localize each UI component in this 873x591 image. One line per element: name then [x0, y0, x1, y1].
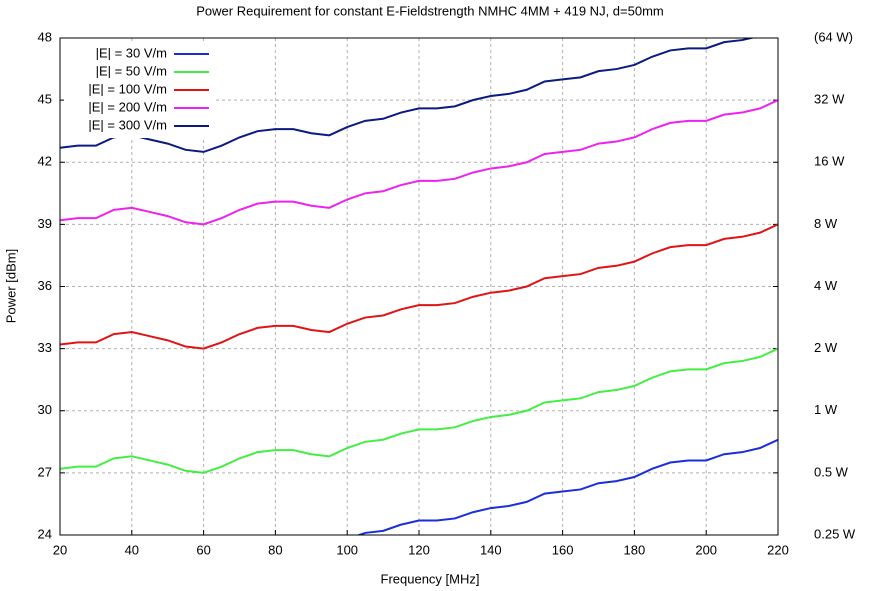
- y-tick-label: 24: [38, 526, 52, 541]
- y2-tick-label: 0.5 W: [814, 464, 849, 479]
- plot-frame: [59, 37, 779, 536]
- x-tick-label: 140: [480, 542, 502, 557]
- x-tick-label: 120: [408, 542, 430, 557]
- x-tick-label: 40: [125, 542, 139, 557]
- legend-label: |E| = 50 V/m: [96, 63, 167, 78]
- series-line: [60, 223, 778, 350]
- y-tick-label: 48: [38, 29, 52, 44]
- x-tick-label: 100: [336, 542, 358, 557]
- plot-area: [60, 38, 778, 535]
- x-tick-label: 60: [196, 542, 210, 557]
- series-line: [60, 347, 778, 474]
- y2-tick-label: 2 W: [814, 340, 838, 355]
- y2-tick-label: 8 W: [814, 216, 838, 231]
- x-tick-label: 20: [53, 542, 67, 557]
- legend-label: |E| = 100 V/m: [88, 81, 167, 96]
- series-line: [60, 38, 756, 153]
- series-line: [60, 99, 778, 226]
- x-tick-label: 180: [624, 542, 646, 557]
- legend-label: |E| = 200 V/m: [88, 99, 167, 114]
- chart-title: Power Requirement for constant E-Fieldst…: [196, 3, 663, 18]
- series-line: [356, 438, 778, 535]
- x-tick-label: 200: [695, 542, 717, 557]
- y-tick-label: 42: [38, 154, 52, 169]
- y-tick-label: 33: [38, 340, 52, 355]
- y-tick-label: 27: [38, 464, 52, 479]
- y2-tick-label: 32 W: [814, 92, 845, 107]
- y-tick-label: 39: [38, 216, 52, 231]
- legend-label: |E| = 300 V/m: [88, 117, 167, 132]
- y-axis-label: Power [dBm]: [3, 249, 18, 323]
- y-tick-label: 45: [38, 92, 52, 107]
- y-tick-label: 36: [38, 278, 52, 293]
- x-tick-label: 80: [268, 542, 282, 557]
- legend-label: |E| = 30 V/m: [96, 45, 167, 60]
- y2-tick-label: 16 W: [814, 154, 845, 169]
- x-axis-label: Frequency [MHz]: [381, 571, 480, 586]
- y2-tick-label: 4 W: [814, 278, 838, 293]
- y2-tick-label: 1 W: [814, 402, 838, 417]
- y2-tick-label: (64 W): [814, 29, 853, 44]
- x-tick-label: 160: [552, 542, 574, 557]
- x-tick-label: 220: [767, 542, 789, 557]
- y-tick-label: 30: [38, 402, 52, 417]
- y2-tick-label: 0.25 W: [814, 526, 856, 541]
